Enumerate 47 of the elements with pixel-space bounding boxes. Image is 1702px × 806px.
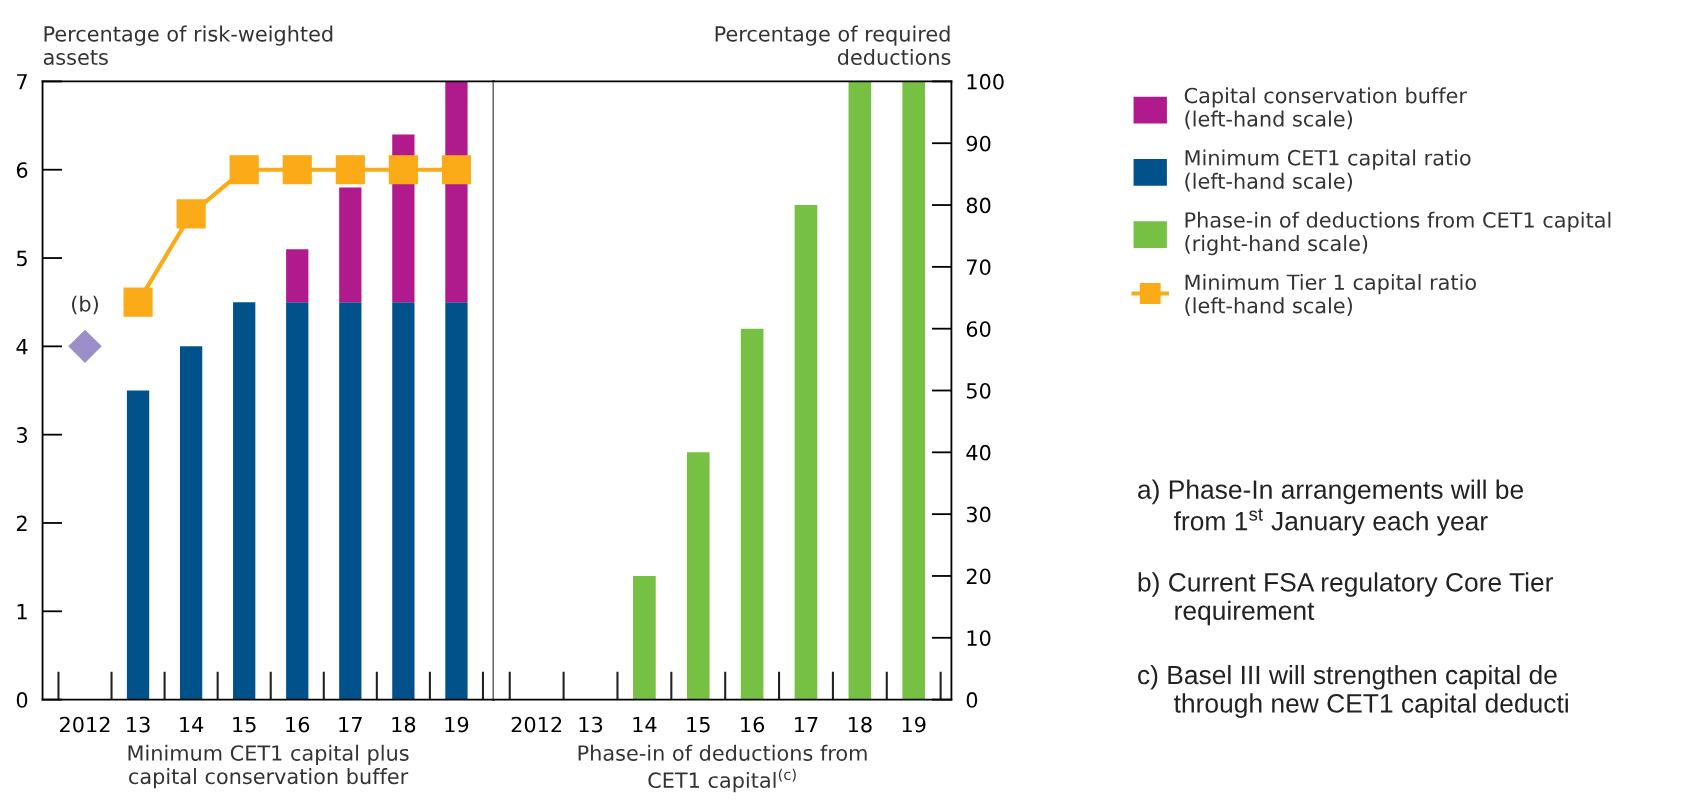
legend-label: Minimum Tier 1 capital ratio (left-hand scale) xyxy=(1185,273,1476,316)
x-tick-label: 14 xyxy=(633,716,657,733)
y-tick-label: 40 xyxy=(966,444,991,461)
y-tick-label: 20 xyxy=(966,568,991,585)
x-tick-label: 19 xyxy=(445,716,469,733)
x-tick-label: 17 xyxy=(339,716,362,733)
annotation: (b) xyxy=(72,295,98,315)
x-tick-label: 15 xyxy=(687,716,710,733)
y-tick-label: 60 xyxy=(966,321,991,337)
y-tick-label: 70 xyxy=(967,259,991,276)
y-tick-label: 0 xyxy=(966,692,978,708)
x-tick-label: 2012 xyxy=(511,716,562,733)
x-tick-label: 13 xyxy=(579,716,603,733)
x-tick-label: 19 xyxy=(902,716,926,733)
y-axis-title: Percentage of risk-weighted assets xyxy=(43,25,333,66)
y-tick-label: 30 xyxy=(966,506,991,523)
y-tick-label: 50 xyxy=(966,382,991,399)
x-axis-title: Minimum CET1 capital plus capital conservation buffer xyxy=(128,744,409,789)
text: c) Basel III will strengthen capital de through new CET1 capital deducti xyxy=(1138,664,1568,718)
y-tick-label: 10 xyxy=(967,630,991,646)
x-tick-label: 18 xyxy=(392,716,416,733)
text: a) Phase-In arrangements will be from 1$^{st}$ January each year xyxy=(1138,479,1523,536)
text: b) Current FSA regulatory Core Tier requirement xyxy=(1138,572,1554,626)
legend-label: Capital conservation buffer (left-hand scale) xyxy=(1184,87,1467,130)
x-tick-label: 15 xyxy=(233,716,256,733)
y-tick-label: 1 xyxy=(17,604,27,620)
x-tick-label: 17 xyxy=(795,716,818,733)
y-tick-label: 7 xyxy=(17,74,27,90)
y-tick-label: 3 xyxy=(16,427,27,443)
legend-label: Minimum CET1 capital ratio (left-hand scale) xyxy=(1185,149,1471,192)
x-tick-label: 2012 xyxy=(60,716,110,733)
x-tick-label: 13 xyxy=(127,716,150,733)
y-tick-label: 5 xyxy=(17,250,27,267)
y-axis-title: Percentage of required deductions xyxy=(715,25,951,66)
y-tick-label: 90 xyxy=(966,135,991,152)
x-tick-label: 16 xyxy=(741,716,765,733)
y-tick-label: 6 xyxy=(16,162,28,178)
y-tick-label: 2 xyxy=(16,515,27,531)
x-tick-label: 18 xyxy=(848,716,872,733)
legend-label: Phase-in of deductions from CET1 capital (right-hand scale) xyxy=(1185,211,1611,256)
y-tick-label: 4 xyxy=(16,339,28,355)
y-tick-label: 0 xyxy=(16,692,28,708)
y-tick-label: 80 xyxy=(966,197,991,214)
x-tick-label: 16 xyxy=(286,716,310,733)
x-axis-title: Phase-in of deductions from CET1 capital$^{(c)}$ xyxy=(578,744,867,793)
x-tick-label: 14 xyxy=(180,716,204,733)
y-tick-label: 100 xyxy=(967,73,1004,90)
